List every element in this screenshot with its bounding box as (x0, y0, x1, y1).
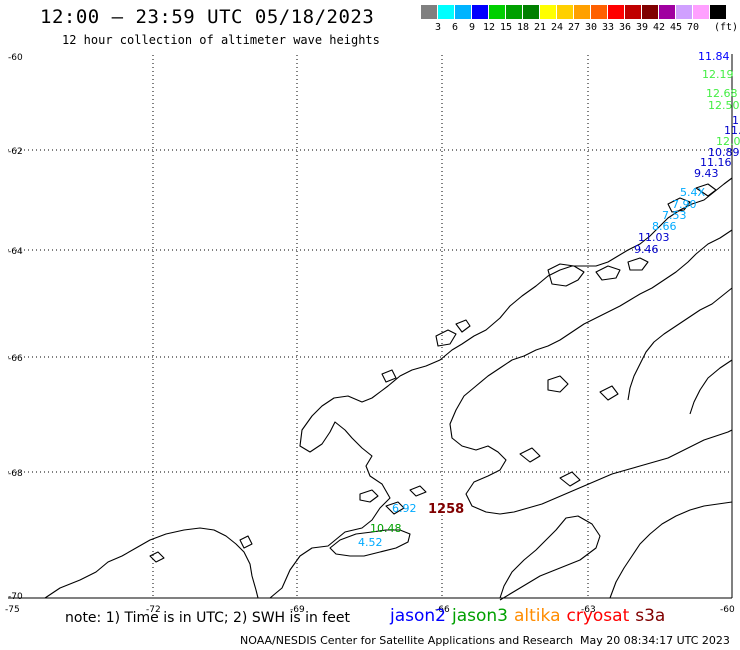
legend-label: 39 (635, 22, 649, 33)
legend-label: 18 (516, 22, 530, 33)
lon-label: -66 (435, 605, 450, 615)
legend-label: 3 (434, 22, 442, 33)
wave-height-label: 11.16 (700, 156, 732, 169)
wave-height-label: 1258 (428, 502, 464, 517)
wave-height-label: 12.68 (706, 87, 738, 100)
wave-height-label: 11.03 (638, 231, 670, 244)
wave-height-label: 7.53 (662, 209, 687, 222)
legend-swatch (506, 5, 522, 19)
satellite-legend: jason2 jason3 altika cryosat s3a (390, 606, 671, 626)
wave-height-label: 9.43 (694, 167, 719, 180)
lon-label: -63 (581, 605, 596, 615)
chart-subtitle: 12 hour collection of altimeter wave hei… (62, 33, 380, 47)
legend-swatch (472, 5, 488, 19)
legend-swatch (710, 5, 726, 19)
wave-height-labels: 11.8412.1912.6812.50111.12.010.8911.169.… (358, 50, 740, 549)
wave-height-label: 12.19 (702, 68, 734, 81)
satellite-label: altika (514, 606, 561, 626)
legend-unit: (ft) (714, 22, 739, 33)
wave-height-label: 6.92 (392, 502, 417, 515)
legend-label: 36 (618, 22, 632, 33)
footer-note: note: 1) Time is in UTC; 2) SWH is in fe… (65, 610, 351, 626)
lon-label: -69 (290, 605, 305, 615)
wave-height-label: 5.4X (680, 186, 705, 199)
legend-label: 45 (669, 22, 683, 33)
legend-swatch (489, 5, 505, 19)
wave-height-label: 1 (732, 114, 739, 127)
credit-text: NOAA/NESDIS Center for Satellite Applica… (240, 634, 574, 647)
legend-label: 6 (451, 22, 459, 33)
lon-label: -72 (146, 605, 161, 615)
wave-height-label: 4.52 (358, 536, 383, 549)
legend-label: 21 (533, 22, 547, 33)
credit-timestamp: May 20 08:34:17 UTC 2023 (580, 634, 730, 647)
wave-height-label: 10.89 (708, 146, 740, 159)
wave-height-label: 8.66 (652, 220, 677, 233)
legend-swatch (438, 5, 454, 19)
lat-label: -66 (8, 354, 23, 364)
legend-swatch (659, 5, 675, 19)
legend-label: 12 (482, 22, 496, 33)
legend-swatch (693, 5, 709, 19)
legend-label: 15 (499, 22, 513, 33)
lat-label: -70 (8, 592, 23, 602)
legend-swatch (557, 5, 573, 19)
lon-labels: -75 -72 -69 -66 -63 -60 (5, 605, 735, 615)
legend-swatch (421, 5, 437, 19)
wave-height-label: 11.84 (698, 50, 730, 63)
chart-title: 12:00 – 23:59 UTC 05/18/2023 (40, 6, 375, 28)
legend-swatch (642, 5, 658, 19)
legend-swatch (608, 5, 624, 19)
legend-label: 70 (686, 22, 700, 33)
legend-swatch (523, 5, 539, 19)
graticule (8, 55, 732, 598)
wave-height-label: 7.90 (672, 198, 697, 211)
lat-label: -62 (8, 147, 23, 157)
wave-height-label: 12.50 (708, 99, 740, 112)
wave-height-label: 11. (724, 124, 740, 137)
lat-labels: -60 -62 -64 -66 -68 -70 (8, 53, 23, 602)
satellite-label: s3a (635, 606, 666, 626)
legend-swatch (540, 5, 556, 19)
legend-label: 30 (584, 22, 598, 33)
lat-label: -64 (8, 247, 23, 257)
lon-label: -75 (5, 605, 20, 615)
coastline (44, 177, 733, 601)
legend-swatch (625, 5, 641, 19)
wave-height-label: 12.0 (716, 135, 740, 148)
legend-swatch (591, 5, 607, 19)
wave-height-label: 10.48 (370, 522, 402, 535)
legend-label: 33 (601, 22, 615, 33)
lon-label: -60 (720, 605, 735, 615)
satellite-label: jason3 (452, 606, 508, 626)
legend-swatch (574, 5, 590, 19)
satellite-label: jason2 (390, 606, 446, 626)
lat-label: -60 (8, 53, 23, 63)
legend-swatch (455, 5, 471, 19)
lat-label: -68 (8, 469, 23, 479)
satellite-label: cryosat (566, 606, 630, 626)
legend-label: 27 (567, 22, 581, 33)
legend-label: 42 (652, 22, 666, 33)
legend-label: 9 (468, 22, 476, 33)
legend-swatch (676, 5, 692, 19)
legend-label: 24 (550, 22, 564, 33)
wave-height-label: 9.46 (634, 243, 659, 256)
map-frame (8, 54, 733, 599)
